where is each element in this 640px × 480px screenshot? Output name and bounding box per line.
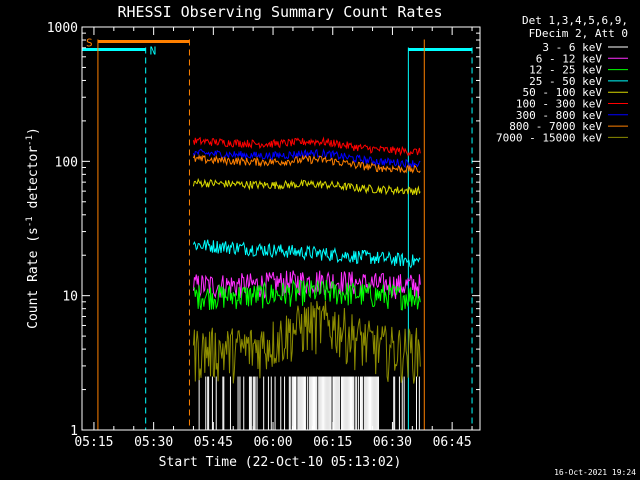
x-tick-label: 06:45 <box>433 435 472 450</box>
saa-flag-label: S <box>86 36 93 49</box>
legend-label-7: 800 - 7000 keV <box>509 120 602 133</box>
y-axis-label-end: ) <box>26 127 41 135</box>
y-axis-label-mid: detector <box>26 146 41 217</box>
series-0-ticks <box>198 376 420 430</box>
series-4-line <box>192 177 421 196</box>
chart-title: RHESSI Observing Summary Count Rates <box>117 3 442 21</box>
series-2-line <box>193 279 421 311</box>
timestamp: 16-Oct-2021 19:24 <box>554 468 636 477</box>
x-tick-label: 06:30 <box>373 435 412 450</box>
y-axis-label-sup2: -1 <box>25 135 35 146</box>
legend-label-2: 12 - 25 keV <box>529 64 602 77</box>
y-tick-label: 1000 <box>47 21 78 36</box>
legend-label-3: 25 - 50 keV <box>529 75 602 88</box>
legend-header-line-2: FDecim 2, Att 0 <box>529 27 628 40</box>
night-flag-label: N <box>150 44 157 57</box>
series-7-line <box>192 154 421 174</box>
series-5-line <box>192 136 421 157</box>
axes: 1 10 100 1000 05:15 05:30 05:45 06:00 06:15 06:30… <box>47 21 481 450</box>
plot-area: SN <box>81 36 473 430</box>
x-axis-label: Start Time (22-Oct-10 05:13:02) <box>159 455 402 470</box>
y-tick-label: 1 <box>70 424 78 439</box>
legend: Det 1,3,4,5,6,9, FDecim 2, Att 0 3 - 6 k… <box>496 14 628 144</box>
series-6-line <box>192 148 421 169</box>
y-tick-label: 100 <box>55 155 78 170</box>
legend-label-8: 7000 - 15000 keV <box>496 131 602 144</box>
series-1-line <box>192 270 421 300</box>
x-tick-label: 06:15 <box>313 435 352 450</box>
y-tick-label: 10 <box>62 290 78 305</box>
series-3-line <box>192 239 421 269</box>
plot-frame <box>81 26 481 431</box>
x-tick-label: 06:00 <box>253 435 292 450</box>
x-tick-label: 05:15 <box>74 435 113 450</box>
legend-header-line-1: Det 1,3,4,5,6,9, <box>522 14 628 27</box>
legend-label-5: 100 - 300 keV <box>516 98 602 111</box>
svg-text:Count Rate (s-1 detector-1): Count Rate (s-1 detector-1) <box>25 127 41 329</box>
legend-label-1: 6 - 12 keV <box>536 52 603 65</box>
x-tick-label: 05:45 <box>194 435 233 450</box>
legend-label-6: 300 - 800 keV <box>516 109 602 122</box>
legend-label-0: 3 - 6 keV <box>542 41 602 54</box>
x-tick-label: 05:30 <box>134 435 173 450</box>
y-axis-label-main: Count Rate (s <box>26 227 41 329</box>
legend-label-4: 50 - 100 keV <box>523 86 603 99</box>
y-axis-label-sup1: -1 <box>25 216 35 227</box>
y-axis-label: Count Rate (s-1 detector-1) <box>25 127 41 329</box>
series-8-line <box>192 300 421 384</box>
